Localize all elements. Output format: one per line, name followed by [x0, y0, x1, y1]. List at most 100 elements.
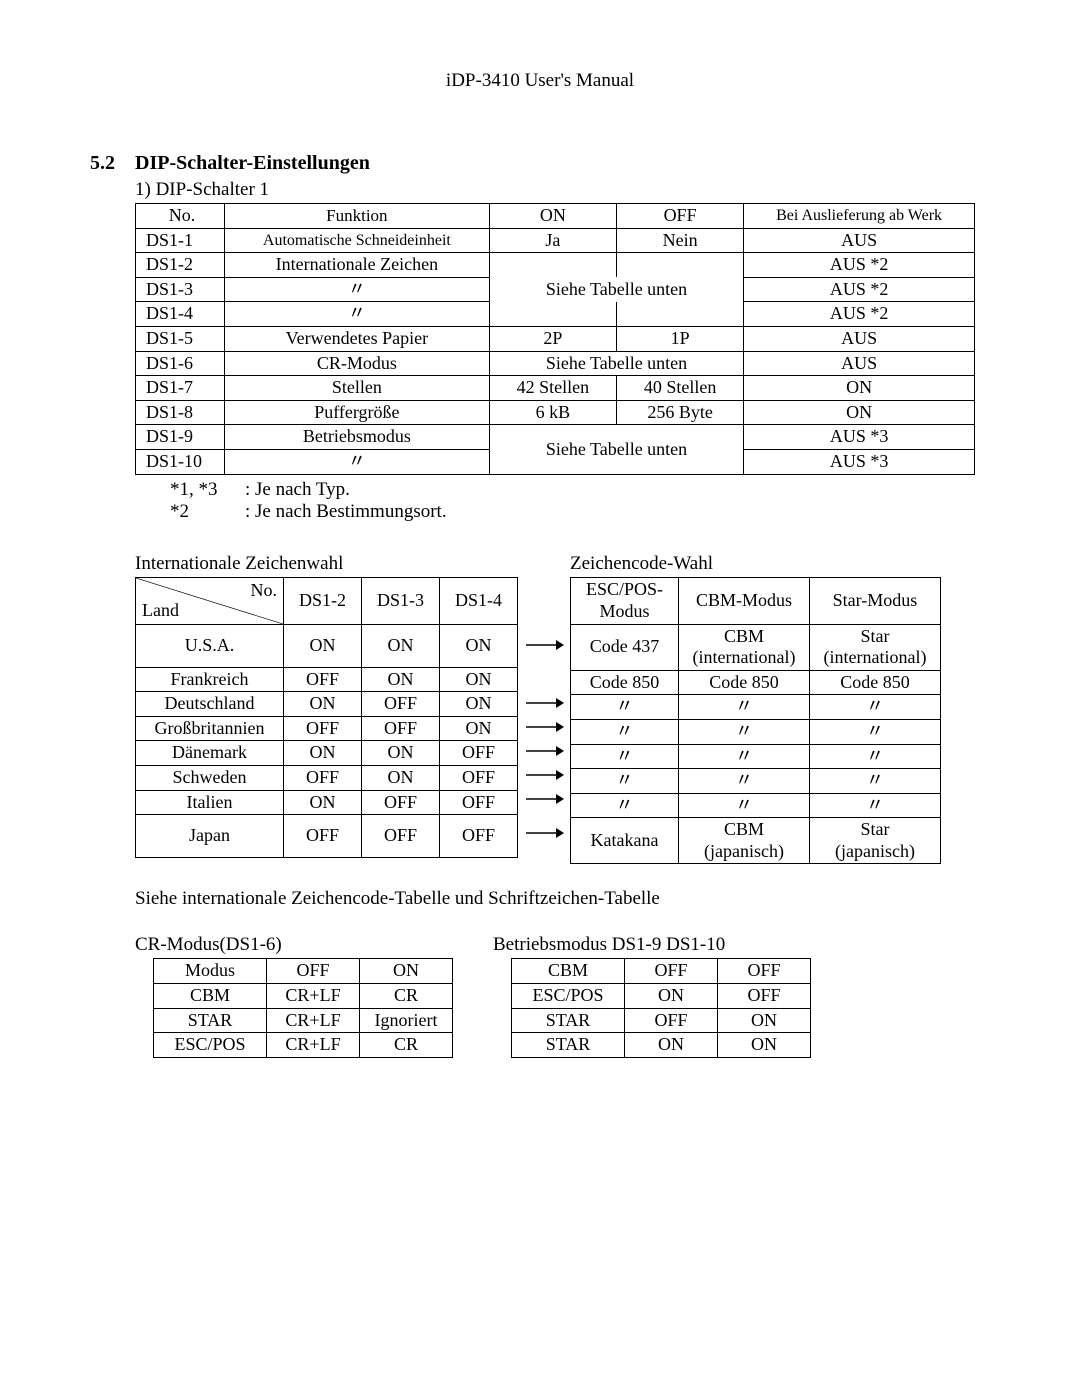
- cell-value: OFF: [284, 815, 362, 858]
- cell-value: ON: [718, 1008, 811, 1033]
- footnote-key: *1, *3: [170, 479, 245, 501]
- cell-value: 〃: [571, 793, 679, 818]
- header-col: OFF: [267, 959, 360, 984]
- table-row: DeutschlandONOFFON: [136, 692, 518, 717]
- cell-func: Automatische Schneideinheit: [224, 228, 489, 253]
- cell-value: ON: [440, 716, 518, 741]
- header-col: CBM-Modus: [679, 577, 810, 624]
- intl-title: Internationale Zeichenwahl: [135, 553, 518, 575]
- footnotes: *1, *3: Je nach Typ.*2: Je nach Bestimmu…: [170, 479, 990, 523]
- cell-value: 〃: [810, 695, 941, 720]
- cell-value: 〃: [679, 793, 810, 818]
- table-row: ItalienONOFFOFF: [136, 790, 518, 815]
- cell-value: OFF: [284, 765, 362, 790]
- header-col: DS1-2: [284, 577, 362, 624]
- dip-table: No. Funktion ON OFF Bei Auslieferung ab …: [135, 203, 975, 475]
- table-row: DS1-8Puffergröße6 kB256 ByteON: [136, 400, 975, 425]
- footnote-row: *2: Je nach Bestimmungsort.: [170, 501, 990, 523]
- op-title: Betriebsmodus DS1-9 DS1-10: [493, 934, 811, 956]
- cell-func: CR-Modus: [224, 351, 489, 376]
- section-number: 5.2: [90, 152, 135, 175]
- cell-on: [489, 253, 616, 278]
- table-row: DS1-3〃Siehe Tabelle untenAUS *2: [136, 277, 975, 302]
- arrow-spacer: [524, 553, 564, 623]
- cell-on: 2P: [489, 326, 616, 351]
- cell-default: AUS *2: [744, 253, 975, 278]
- cell-value: ON: [718, 1033, 811, 1058]
- cell-value: CBM(japanisch): [679, 818, 810, 864]
- arrow-right-icon: [524, 744, 564, 758]
- cell-value: 〃: [679, 695, 810, 720]
- footnote-text: : Je nach Typ.: [245, 479, 350, 501]
- cell-default: AUS *3: [744, 425, 975, 450]
- cell-value: OFF: [718, 959, 811, 984]
- arrow-cell: [524, 739, 564, 763]
- table-row: ESC/POSCR+LFCR: [154, 1033, 453, 1058]
- cell-value: Code 850: [679, 670, 810, 695]
- cell-value: CR+LF: [267, 1008, 360, 1033]
- cell-land: Schweden: [136, 765, 284, 790]
- cell-no: DS1-6: [136, 351, 225, 376]
- table-row: DS1-5Verwendetes Papier2P1PAUS: [136, 326, 975, 351]
- table-row: 〃〃〃: [571, 793, 941, 818]
- cell-value: STAR: [512, 1033, 625, 1058]
- cell-value: OFF: [625, 1008, 718, 1033]
- cell-off: 1P: [617, 326, 744, 351]
- cell-value: ON: [284, 624, 362, 667]
- table-row: GroßbritannienOFFOFFON: [136, 716, 518, 741]
- table-row: 〃〃〃: [571, 719, 941, 744]
- table-row: STAROFFON: [512, 1008, 811, 1033]
- code-table: ESC/POS-ModusCBM-ModusStar-ModusCode 437…: [570, 577, 941, 865]
- header-land-label: Land: [142, 600, 179, 622]
- arrow-right-icon: [524, 638, 564, 652]
- arrow-right-icon: [524, 826, 564, 840]
- cell-value: OFF: [718, 984, 811, 1009]
- table-row: Code 850Code 850Code 850: [571, 670, 941, 695]
- table-row: CBMCR+LFCR: [154, 984, 453, 1009]
- cell-on: 42 Stellen: [489, 376, 616, 401]
- cell-value: 〃: [810, 719, 941, 744]
- cell-value: Star(japanisch): [810, 818, 941, 864]
- dip-subtitle: 1) DIP-Schalter 1: [135, 179, 990, 201]
- cell-value: ON: [440, 692, 518, 717]
- cell-no: DS1-8: [136, 400, 225, 425]
- cell-value: 〃: [571, 744, 679, 769]
- cell-func: Verwendetes Papier: [224, 326, 489, 351]
- table-row: U.S.A.ONONON: [136, 624, 518, 667]
- cell-value: CR: [360, 1033, 453, 1058]
- cell-merged: Siehe Tabelle unten: [489, 277, 743, 302]
- cell-value: CR: [360, 984, 453, 1009]
- table-row: 〃〃〃: [571, 769, 941, 794]
- table-row: ESC/POSONOFF: [512, 984, 811, 1009]
- cell-value: 〃: [571, 769, 679, 794]
- table-row: KatakanaCBM(japanisch)Star(japanisch): [571, 818, 941, 864]
- cell-func: Puffergröße: [224, 400, 489, 425]
- cell-value: ON: [362, 667, 440, 692]
- cell-value: ON: [440, 667, 518, 692]
- cell-value: Code 850: [571, 670, 679, 695]
- header-col: ESC/POS-Modus: [571, 577, 679, 624]
- cell-value: STAR: [512, 1008, 625, 1033]
- table-row: 〃〃〃: [571, 695, 941, 720]
- cell-value: CR+LF: [267, 984, 360, 1009]
- arrow-cell: [524, 691, 564, 715]
- cell-value: OFF: [362, 692, 440, 717]
- cell-value: ESC/POS: [512, 984, 625, 1009]
- cell-default: AUS: [744, 351, 975, 376]
- header-off: OFF: [617, 204, 744, 229]
- cell-default: AUS: [744, 326, 975, 351]
- header-on: ON: [489, 204, 616, 229]
- code-title: Zeichencode-Wahl: [570, 553, 941, 575]
- table-row: DS1-6CR-ModusSiehe Tabelle untenAUS: [136, 351, 975, 376]
- cell-land: Großbritannien: [136, 716, 284, 741]
- cell-default: ON: [744, 400, 975, 425]
- cell-value: Code 437: [571, 624, 679, 670]
- cell-value: CR+LF: [267, 1033, 360, 1058]
- cell-off: Nein: [617, 228, 744, 253]
- cell-off: [617, 253, 744, 278]
- table-row: DS1-2Internationale ZeichenAUS *2: [136, 253, 975, 278]
- cell-value: OFF: [362, 716, 440, 741]
- cell-default: AUS *2: [744, 277, 975, 302]
- section-title: DIP-Schalter-Einstellungen: [135, 152, 370, 175]
- cell-no: DS1-10: [136, 449, 225, 474]
